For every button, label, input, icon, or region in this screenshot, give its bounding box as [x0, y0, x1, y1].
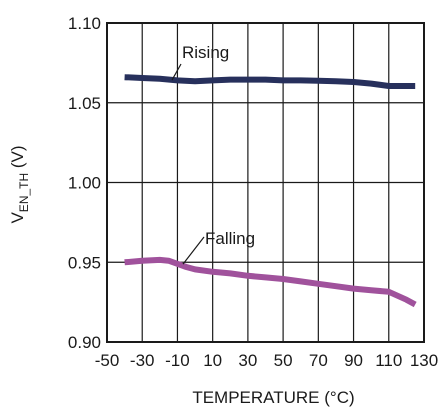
- x-axis-title: TEMPERATURE (°C): [192, 388, 354, 407]
- series-label-falling: Falling: [205, 229, 255, 248]
- x-tick-label: -50: [95, 351, 120, 370]
- x-tick-label: 130: [410, 351, 438, 370]
- x-tick-labels: -50 -30 -10 10 30 50 70 90 110 130: [95, 351, 438, 370]
- grid: [107, 23, 424, 342]
- x-tick-label: -10: [165, 351, 190, 370]
- y-tick-label: 1.00: [68, 174, 101, 193]
- series-line-rising: [124, 74, 416, 89]
- y-axis-title-unit: (V): [8, 145, 27, 172]
- series-label-rising: Rising: [182, 43, 229, 62]
- x-tick-label: 110: [375, 351, 402, 370]
- y-tick-label: 1.05: [68, 94, 101, 113]
- series-label-leader-falling: [182, 236, 205, 265]
- series-lines: [124, 74, 417, 308]
- y-axis-title-subscript: EN_TH: [17, 173, 31, 212]
- series-labels: Rising Falling: [171, 43, 255, 265]
- y-axis-title: VEN_TH (V): [8, 145, 31, 223]
- y-axis-title-main: V: [8, 212, 27, 224]
- x-tick-label: 10: [203, 351, 222, 370]
- x-tick-label: 70: [309, 351, 328, 370]
- x-tick-label: 90: [344, 351, 363, 370]
- x-tick-label: 30: [238, 351, 257, 370]
- y-tick-label: 0.95: [68, 253, 101, 272]
- y-tick-label: 1.10: [68, 14, 101, 33]
- x-tick-label: 50: [274, 351, 293, 370]
- y-tick-label: 0.90: [68, 333, 101, 352]
- plot-frame: [106, 22, 425, 343]
- series-line-falling: [124, 256, 417, 308]
- y-tick-labels: 0.90 0.95 1.00 1.05 1.10: [68, 14, 101, 352]
- series-label-leader-rising: [171, 63, 182, 81]
- x-tick-label: -30: [130, 351, 155, 370]
